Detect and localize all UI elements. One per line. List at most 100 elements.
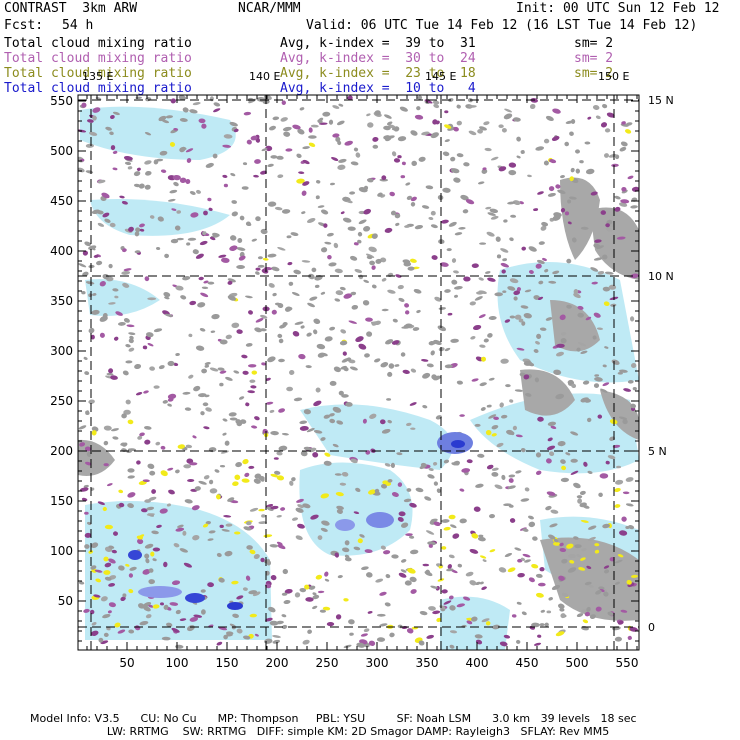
cloud-speckle [188,333,193,338]
x-tick-label: 250 [316,656,339,670]
cloud-speckle [86,451,92,457]
cloud-speckle [97,179,106,184]
cloud-speckle [598,586,605,591]
cloud-speckle [387,419,392,424]
cloud-speckle [347,95,353,101]
cloud-speckle [331,156,339,162]
cloud-speckle [202,402,209,407]
cloud-speckle [337,164,346,170]
cloud-speckle [107,610,112,614]
cloud-speckle [485,621,491,626]
y-tick-label: 350 [50,294,73,308]
cloud-speckle [329,418,336,424]
y-tick-label: 500 [50,144,73,158]
cloud-speckle [277,174,284,179]
cloud-speckle [584,581,592,586]
cloud-speckle [593,383,600,389]
cloud-speckle [404,225,411,228]
cloud-speckle [128,226,134,232]
cloud-speckle [415,487,424,493]
cloud-speckle [324,336,333,342]
cloud-speckle [195,253,204,259]
cloud-speckle [99,332,105,338]
cloud-speckle [324,452,331,457]
cloud-speckle [537,416,544,422]
cloud-speckle [505,384,511,388]
cloud-speckle [148,579,155,585]
cloud-speckle [285,148,293,152]
cloud-speckle [171,580,181,586]
cloud-speckle [195,345,205,351]
cloud-speckle [413,288,422,294]
cloud-speckle [179,118,188,122]
cloud-speckle [100,596,108,602]
cloud-speckle [569,176,574,182]
longitude-label: 135 E [82,70,113,83]
cloud-speckle [346,357,352,362]
cloud-speckle [487,333,493,338]
cloud-speckle [299,420,308,425]
cloud-speckle [482,559,487,562]
cloud-speckle [622,419,628,425]
cloud-speckle [103,425,112,431]
cloud-speckle [303,409,311,415]
cloud-speckle [336,508,343,514]
cloud-speckle [194,486,201,491]
cloud-speckle [246,139,252,145]
cloud-speckle [182,276,191,281]
cloud-speckle [443,459,450,464]
cloud-speckle [339,482,347,486]
cloud-speckle [570,431,579,436]
cloud-speckle [573,293,581,299]
cloud-speckle [558,603,565,609]
cloud-speckle [509,278,519,284]
cloud-speckle [520,305,529,309]
cloud-speckle [192,102,201,106]
cloud-speckle [604,271,614,275]
cloud-speckle [444,110,449,114]
cloud-speckle [309,296,318,301]
cloud-speckle [508,474,516,478]
cloud-speckle [545,115,554,121]
cloud-speckle [112,288,119,292]
y-tick-label: 550 [50,94,73,108]
cloud-speckle [431,255,438,260]
cloud-speckle [248,310,253,315]
cloud-speckle [109,222,116,228]
cloud-speckle [380,419,386,425]
cloud-speckle [214,469,220,473]
cloud-speckle [82,271,89,277]
cloud-speckle [267,253,277,258]
cloud-speckle [108,545,115,549]
cloud-speckle [153,328,163,333]
cloud-speckle [260,170,267,175]
cloud-speckle [309,585,316,590]
cloud-speckle [588,525,597,530]
cloud-speckle [395,274,402,278]
cloud-speckle [456,120,462,126]
cloud-speckle [433,103,440,109]
cloud-speckle [104,524,113,530]
cloud-speckle [88,327,95,334]
cloud-speckle [219,464,226,468]
cloud-speckle [499,402,504,408]
cloud-speckle [209,236,216,241]
cloud-speckle [426,363,434,368]
cloud-speckle [183,562,192,568]
cloud-speckle [605,227,613,232]
cloud-speckle [204,364,210,368]
cloud-speckle [616,236,626,240]
cloud-speckle [409,258,417,263]
cloud-speckle [566,543,574,549]
cloud-speckle [266,504,274,508]
y-tick-label: 400 [50,244,73,258]
cloud-speckle [242,370,249,375]
cloud-speckle [579,160,584,164]
cloud-speckle [374,320,381,325]
cloud-speckle [551,135,560,142]
cloud-speckle [336,505,344,510]
cloud-speckle [541,221,549,227]
cloud-speckle [292,331,300,337]
cloud-speckle [508,478,514,483]
cloud-speckle [433,461,438,466]
